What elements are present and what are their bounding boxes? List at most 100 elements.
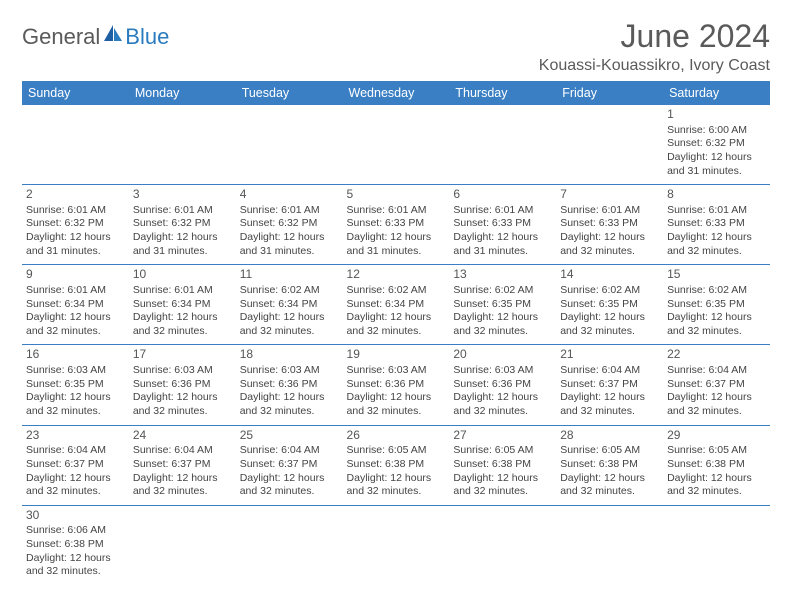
empty-cell	[556, 105, 663, 185]
sunset-line: Sunset: 6:32 PM	[133, 217, 232, 231]
day-cell: 19Sunrise: 6:03 AMSunset: 6:36 PMDayligh…	[343, 345, 450, 425]
daylight-line: Daylight: 12 hours and 31 minutes.	[26, 231, 125, 258]
daylight-line: Daylight: 12 hours and 32 minutes.	[667, 472, 766, 499]
sunrise-line: Sunrise: 6:04 AM	[560, 364, 659, 378]
calendar-table: SundayMondayTuesdayWednesdayThursdayFrid…	[22, 81, 770, 585]
day-number: 23	[26, 428, 125, 444]
daylight-line: Daylight: 12 hours and 32 minutes.	[240, 391, 339, 418]
calendar-row: 16Sunrise: 6:03 AMSunset: 6:35 PMDayligh…	[22, 345, 770, 425]
daylight-line: Daylight: 12 hours and 32 minutes.	[26, 311, 125, 338]
daylight-line: Daylight: 12 hours and 31 minutes.	[667, 151, 766, 178]
day-number: 1	[667, 107, 766, 123]
sunrise-line: Sunrise: 6:03 AM	[133, 364, 232, 378]
day-cell: 16Sunrise: 6:03 AMSunset: 6:35 PMDayligh…	[22, 345, 129, 425]
daylight-line: Daylight: 12 hours and 32 minutes.	[667, 311, 766, 338]
daylight-line: Daylight: 12 hours and 32 minutes.	[133, 391, 232, 418]
logo-text-1: General	[22, 24, 100, 50]
daylight-line: Daylight: 12 hours and 32 minutes.	[26, 472, 125, 499]
day-cell: 11Sunrise: 6:02 AMSunset: 6:34 PMDayligh…	[236, 265, 343, 345]
day-cell: 29Sunrise: 6:05 AMSunset: 6:38 PMDayligh…	[663, 425, 770, 505]
day-number: 3	[133, 187, 232, 203]
daylight-line: Daylight: 12 hours and 32 minutes.	[240, 472, 339, 499]
sunset-line: Sunset: 6:37 PM	[240, 458, 339, 472]
sunrise-line: Sunrise: 6:04 AM	[667, 364, 766, 378]
sunrise-line: Sunrise: 6:05 AM	[347, 444, 446, 458]
day-cell: 20Sunrise: 6:03 AMSunset: 6:36 PMDayligh…	[449, 345, 556, 425]
sunrise-line: Sunrise: 6:05 AM	[667, 444, 766, 458]
day-cell: 30Sunrise: 6:06 AMSunset: 6:38 PMDayligh…	[22, 505, 129, 585]
logo-text-2: Blue	[125, 24, 169, 50]
sunrise-line: Sunrise: 6:02 AM	[453, 284, 552, 298]
daylight-line: Daylight: 12 hours and 31 minutes.	[347, 231, 446, 258]
weekday-header: Monday	[129, 81, 236, 105]
sunset-line: Sunset: 6:33 PM	[560, 217, 659, 231]
day-number: 24	[133, 428, 232, 444]
day-number: 26	[347, 428, 446, 444]
daylight-line: Daylight: 12 hours and 32 minutes.	[560, 311, 659, 338]
day-number: 2	[26, 187, 125, 203]
day-number: 28	[560, 428, 659, 444]
day-number: 17	[133, 347, 232, 363]
day-cell: 27Sunrise: 6:05 AMSunset: 6:38 PMDayligh…	[449, 425, 556, 505]
sunrise-line: Sunrise: 6:00 AM	[667, 124, 766, 138]
title-block: June 2024 Kouassi-Kouassikro, Ivory Coas…	[539, 18, 770, 75]
empty-cell	[22, 105, 129, 185]
weekday-header: Tuesday	[236, 81, 343, 105]
sunset-line: Sunset: 6:32 PM	[240, 217, 339, 231]
sunrise-line: Sunrise: 6:03 AM	[240, 364, 339, 378]
daylight-line: Daylight: 12 hours and 32 minutes.	[133, 311, 232, 338]
day-cell: 13Sunrise: 6:02 AMSunset: 6:35 PMDayligh…	[449, 265, 556, 345]
daylight-line: Daylight: 12 hours and 32 minutes.	[240, 311, 339, 338]
sunset-line: Sunset: 6:36 PM	[240, 378, 339, 392]
sunrise-line: Sunrise: 6:05 AM	[453, 444, 552, 458]
empty-cell	[556, 505, 663, 585]
sunset-line: Sunset: 6:33 PM	[347, 217, 446, 231]
day-cell: 9Sunrise: 6:01 AMSunset: 6:34 PMDaylight…	[22, 265, 129, 345]
sunrise-line: Sunrise: 6:01 AM	[26, 204, 125, 218]
calendar-row: 30Sunrise: 6:06 AMSunset: 6:38 PMDayligh…	[22, 505, 770, 585]
sail-icon	[102, 24, 124, 50]
location: Kouassi-Kouassikro, Ivory Coast	[539, 57, 770, 75]
sunrise-line: Sunrise: 6:01 AM	[667, 204, 766, 218]
sunset-line: Sunset: 6:34 PM	[240, 298, 339, 312]
sunrise-line: Sunrise: 6:01 AM	[133, 204, 232, 218]
daylight-line: Daylight: 12 hours and 32 minutes.	[453, 311, 552, 338]
day-number: 29	[667, 428, 766, 444]
sunrise-line: Sunrise: 6:05 AM	[560, 444, 659, 458]
empty-cell	[343, 505, 450, 585]
sunset-line: Sunset: 6:34 PM	[133, 298, 232, 312]
sunrise-line: Sunrise: 6:01 AM	[133, 284, 232, 298]
day-cell: 22Sunrise: 6:04 AMSunset: 6:37 PMDayligh…	[663, 345, 770, 425]
sunrise-line: Sunrise: 6:02 AM	[667, 284, 766, 298]
weekday-header: Friday	[556, 81, 663, 105]
sunset-line: Sunset: 6:38 PM	[667, 458, 766, 472]
daylight-line: Daylight: 12 hours and 32 minutes.	[347, 472, 446, 499]
day-cell: 15Sunrise: 6:02 AMSunset: 6:35 PMDayligh…	[663, 265, 770, 345]
empty-cell	[129, 505, 236, 585]
day-number: 6	[453, 187, 552, 203]
sunrise-line: Sunrise: 6:04 AM	[26, 444, 125, 458]
sunset-line: Sunset: 6:35 PM	[26, 378, 125, 392]
sunrise-line: Sunrise: 6:02 AM	[347, 284, 446, 298]
sunset-line: Sunset: 6:34 PM	[347, 298, 446, 312]
daylight-line: Daylight: 12 hours and 32 minutes.	[347, 391, 446, 418]
sunset-line: Sunset: 6:33 PM	[453, 217, 552, 231]
empty-cell	[449, 105, 556, 185]
sunrise-line: Sunrise: 6:03 AM	[26, 364, 125, 378]
day-number: 25	[240, 428, 339, 444]
sunrise-line: Sunrise: 6:01 AM	[347, 204, 446, 218]
sunrise-line: Sunrise: 6:04 AM	[240, 444, 339, 458]
daylight-line: Daylight: 12 hours and 32 minutes.	[133, 472, 232, 499]
day-cell: 6Sunrise: 6:01 AMSunset: 6:33 PMDaylight…	[449, 185, 556, 265]
sunrise-line: Sunrise: 6:01 AM	[240, 204, 339, 218]
day-cell: 10Sunrise: 6:01 AMSunset: 6:34 PMDayligh…	[129, 265, 236, 345]
daylight-line: Daylight: 12 hours and 32 minutes.	[560, 472, 659, 499]
sunrise-line: Sunrise: 6:01 AM	[560, 204, 659, 218]
daylight-line: Daylight: 12 hours and 32 minutes.	[453, 391, 552, 418]
day-cell: 26Sunrise: 6:05 AMSunset: 6:38 PMDayligh…	[343, 425, 450, 505]
sunset-line: Sunset: 6:37 PM	[667, 378, 766, 392]
day-cell: 7Sunrise: 6:01 AMSunset: 6:33 PMDaylight…	[556, 185, 663, 265]
day-cell: 28Sunrise: 6:05 AMSunset: 6:38 PMDayligh…	[556, 425, 663, 505]
sunset-line: Sunset: 6:37 PM	[560, 378, 659, 392]
day-number: 15	[667, 267, 766, 283]
